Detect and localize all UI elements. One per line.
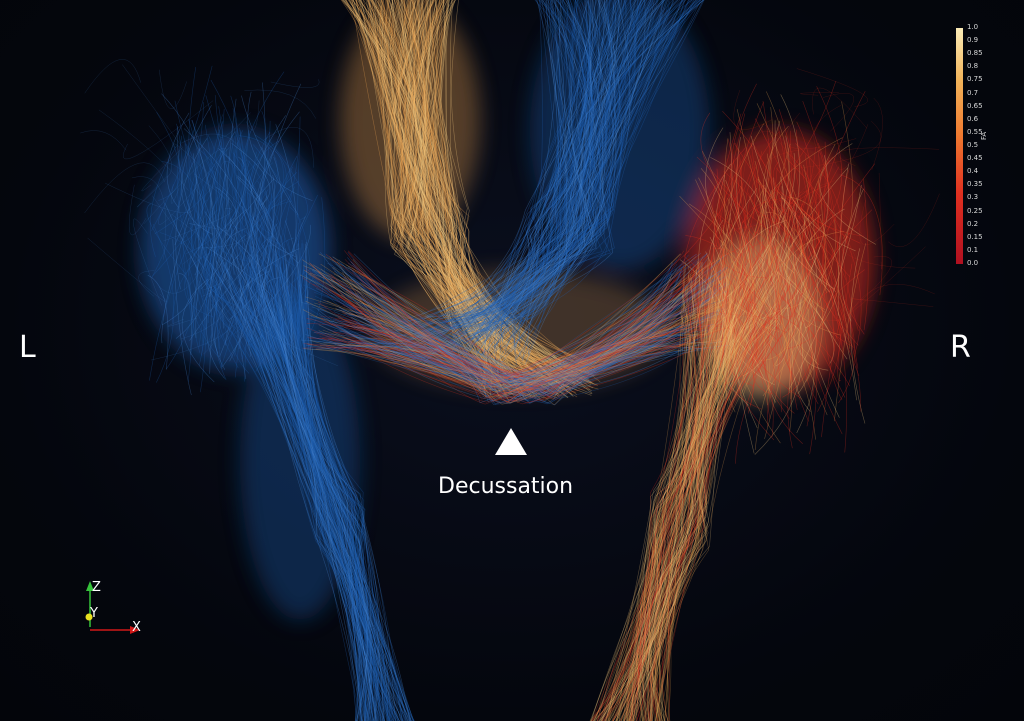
right-orientation-label: R <box>950 330 971 365</box>
decussation-label: Decussation <box>438 474 574 499</box>
fa-colorbar-tick: 0.8 <box>967 62 979 71</box>
fa-colorbar-tick: 0.1 <box>967 245 979 254</box>
fa-colorbar <box>956 28 963 264</box>
fa-colorbar-tick: 1.0 <box>967 23 979 31</box>
z-axis-arrow-icon <box>86 581 94 591</box>
x-axis-arrow-icon <box>130 626 140 634</box>
tract-fibers <box>80 0 940 721</box>
fa-colorbar-tick: 0.5 <box>967 141 979 149</box>
fa-colorbar-tick: 0.4 <box>967 167 979 176</box>
left-orientation-label: L <box>19 330 36 365</box>
fa-colorbar-ticks: 1.0 0.9 0.85 0.8 0.75 0.7 0.65 0.6 0.55 0.5 0.45 0.… <box>967 23 989 269</box>
fa-colorbar-title: FA <box>980 131 988 140</box>
fa-colorbar-tick: 0.7 <box>967 88 979 97</box>
fa-colorbar-tick: 0.3 <box>967 193 979 202</box>
z-axis-label: Z <box>92 580 101 595</box>
x-axis-label: X <box>132 620 141 635</box>
fa-colorbar-tick: 0.75 <box>967 75 983 84</box>
decussation-triangle-icon <box>495 428 527 455</box>
fa-colorbar-tick: 0.65 <box>967 101 983 110</box>
fa-colorbar-tick: 0.9 <box>967 36 979 45</box>
fa-colorbar-tick: 0.35 <box>967 180 983 189</box>
fa-colorbar-tick: 0.55 <box>967 127 983 136</box>
fa-colorbar-tick: 0.45 <box>967 154 983 163</box>
fa-colorbar-tick: 0.0 <box>967 259 979 267</box>
fa-colorbar-tick: 0.15 <box>967 232 983 241</box>
tract-glow <box>140 0 875 620</box>
orientation-axes-triad: Z Y X <box>85 580 141 635</box>
fa-colorbar-tick: 0.2 <box>967 219 979 228</box>
y-axis-label: Y <box>89 606 98 621</box>
fa-colorbar-tick: 0.85 <box>967 49 983 58</box>
y-axis-dot-icon <box>85 613 93 621</box>
fa-colorbar-tick: 0.6 <box>967 114 979 123</box>
fa-colorbar-tick: 0.25 <box>967 206 983 215</box>
